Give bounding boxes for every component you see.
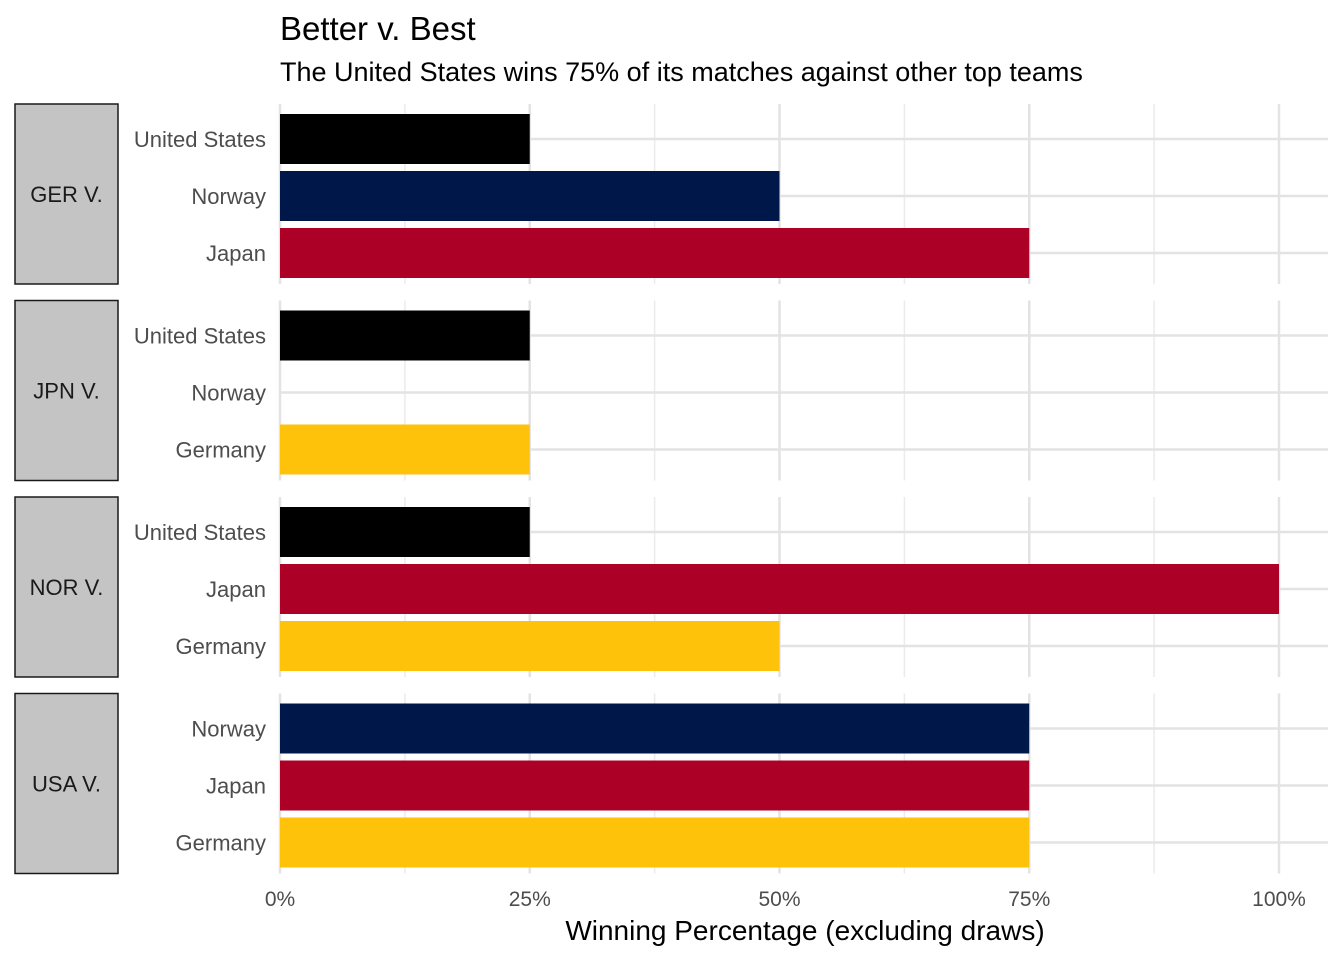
- bar: [280, 310, 530, 361]
- bar: [280, 564, 1279, 614]
- category-label: Germany: [176, 634, 266, 659]
- facet-strip-label: GER V.: [30, 182, 103, 207]
- x-axis: 0% 25% 50% 75% 100%: [265, 888, 1306, 911]
- bar: [280, 228, 1030, 278]
- x-axis-title: Winning Percentage (excluding draws): [565, 915, 1044, 946]
- facet-strip: [14, 103, 119, 285]
- category-label: Norway: [191, 381, 266, 406]
- category-label: Japan: [206, 774, 266, 799]
- bar: [280, 817, 1030, 868]
- category-label: Germany: [176, 831, 266, 856]
- category-label: United States: [134, 127, 266, 152]
- x-tick-label: 50%: [758, 888, 800, 911]
- facet-strip: [14, 496, 119, 678]
- facet-strip-label: USA V.: [32, 772, 101, 797]
- bar: [280, 114, 530, 164]
- facet-strip-label: JPN V.: [33, 379, 99, 404]
- chart-subtitle: The United States wins 75% of its matche…: [280, 57, 1083, 87]
- facet-strip: [14, 299, 119, 482]
- chart-title: Better v. Best: [280, 10, 476, 47]
- category-label: United States: [134, 520, 266, 545]
- category-label: Norway: [191, 717, 266, 742]
- category-label: Germany: [176, 438, 266, 463]
- x-tick-label: 0%: [265, 888, 295, 911]
- category-label: Norway: [191, 184, 266, 209]
- facet-strip-label: NOR V.: [30, 575, 104, 600]
- label-layer: GER V. United States Norway Japan JPN V. Unit…: [14, 103, 266, 875]
- bar-layer: [280, 114, 1279, 868]
- facet-strip: [14, 692, 119, 875]
- x-tick-label: 100%: [1252, 888, 1306, 911]
- category-label: United States: [134, 324, 266, 349]
- category-label: Japan: [206, 241, 266, 266]
- bar: [280, 507, 530, 557]
- x-tick-label: 25%: [509, 888, 551, 911]
- bar: [280, 621, 780, 671]
- bar: [280, 703, 1030, 754]
- x-tick-label: 75%: [1008, 888, 1050, 911]
- category-label: Japan: [206, 577, 266, 602]
- bar: [280, 171, 780, 221]
- bar: [280, 760, 1030, 811]
- bar: [280, 424, 530, 475]
